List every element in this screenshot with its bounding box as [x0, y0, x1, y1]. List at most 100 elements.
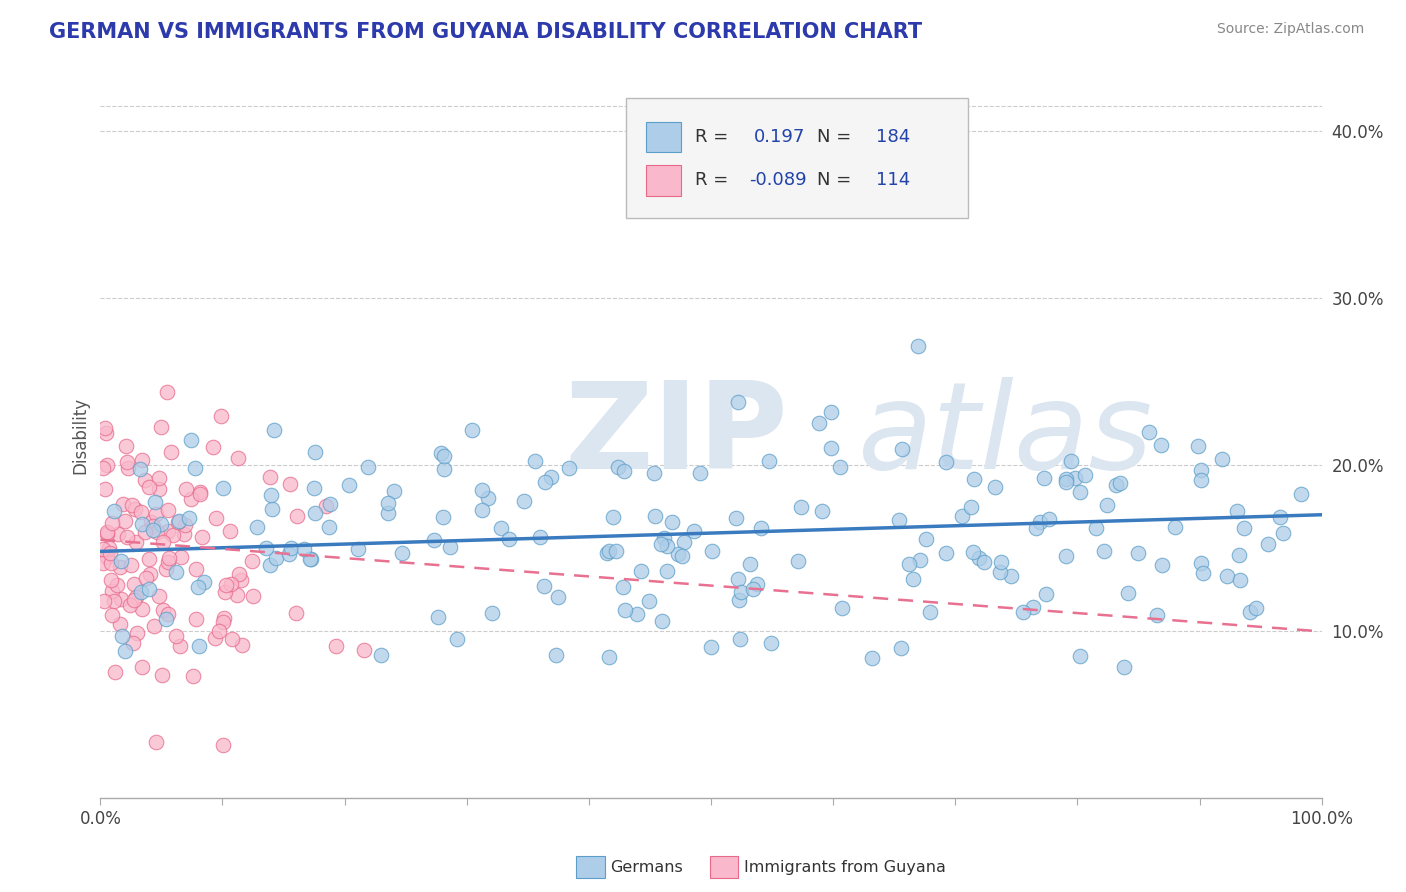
Text: -0.089: -0.089 [749, 171, 807, 189]
Point [138, 480, 160, 494]
Point [787, 554, 810, 568]
Point [644, 508, 666, 523]
Point [1063, 471, 1085, 485]
Point [533, 579, 555, 593]
Point [156, 384, 179, 399]
Point [727, 394, 749, 409]
Point [910, 552, 932, 566]
Point [377, 506, 399, 520]
Point [174, 517, 197, 532]
Point [304, 445, 326, 459]
Point [973, 555, 995, 569]
Point [114, 439, 136, 453]
Point [1038, 512, 1060, 526]
Point [1000, 568, 1022, 582]
Point [960, 500, 983, 515]
Point [984, 480, 1007, 494]
Point [1211, 451, 1233, 466]
Point [148, 590, 170, 604]
Point [1257, 537, 1279, 551]
Point [652, 531, 675, 545]
Text: N =: N = [817, 171, 858, 189]
Point [1268, 509, 1291, 524]
Point [950, 509, 973, 524]
Point [907, 338, 929, 352]
Point [626, 607, 648, 621]
Point [114, 514, 136, 528]
Point [1056, 475, 1078, 489]
Point [481, 606, 503, 620]
Text: Immigrants from Guyana: Immigrants from Guyana [744, 860, 946, 874]
Point [187, 639, 209, 653]
Point [598, 543, 620, 558]
Point [547, 591, 569, 605]
Point [489, 521, 512, 535]
Point [212, 738, 235, 752]
Point [935, 455, 957, 469]
Point [142, 619, 165, 633]
Point [260, 502, 283, 516]
Point [630, 564, 652, 578]
Point [125, 591, 148, 605]
Point [212, 611, 235, 625]
Point [152, 534, 174, 549]
Point [315, 499, 337, 513]
Point [1128, 546, 1150, 560]
Point [1069, 485, 1091, 500]
Point [828, 460, 851, 475]
Point [613, 464, 636, 478]
Point [742, 582, 765, 597]
Point [638, 594, 661, 608]
Point [370, 648, 392, 662]
Point [1189, 556, 1212, 570]
Point [103, 593, 125, 607]
Point [209, 409, 232, 423]
Point [108, 616, 131, 631]
Point [432, 509, 454, 524]
Point [1272, 526, 1295, 541]
Point [1226, 504, 1249, 518]
Point [1244, 601, 1267, 615]
Point [146, 524, 169, 539]
Point [225, 588, 247, 602]
Point [758, 454, 780, 468]
Point [180, 491, 202, 506]
Point [124, 593, 146, 607]
Point [94, 421, 117, 435]
Point [285, 606, 308, 620]
Point [988, 565, 1011, 579]
Point [260, 488, 283, 502]
Point [1239, 605, 1261, 619]
Point [100, 516, 122, 530]
FancyBboxPatch shape [647, 165, 681, 195]
Point [513, 494, 536, 508]
Point [167, 515, 190, 529]
Point [1074, 468, 1097, 483]
Point [1029, 515, 1052, 529]
Point [914, 532, 936, 546]
Point [471, 503, 494, 517]
Point [811, 504, 834, 518]
Point [131, 517, 153, 532]
Text: 114: 114 [876, 171, 910, 189]
Point [149, 420, 172, 434]
Point [700, 640, 723, 654]
Point [860, 651, 883, 665]
Point [671, 549, 693, 563]
Point [1060, 453, 1083, 467]
Point [683, 524, 706, 538]
Point [439, 540, 461, 554]
Point [433, 449, 456, 463]
Point [820, 441, 842, 455]
Point [967, 550, 990, 565]
Point [117, 460, 139, 475]
Point [242, 554, 264, 568]
Point [1054, 472, 1077, 486]
Point [1146, 607, 1168, 622]
Point [1137, 425, 1160, 439]
Point [212, 481, 235, 495]
Point [808, 417, 831, 431]
Point [131, 453, 153, 467]
Point [278, 477, 301, 491]
Point [1150, 438, 1173, 452]
